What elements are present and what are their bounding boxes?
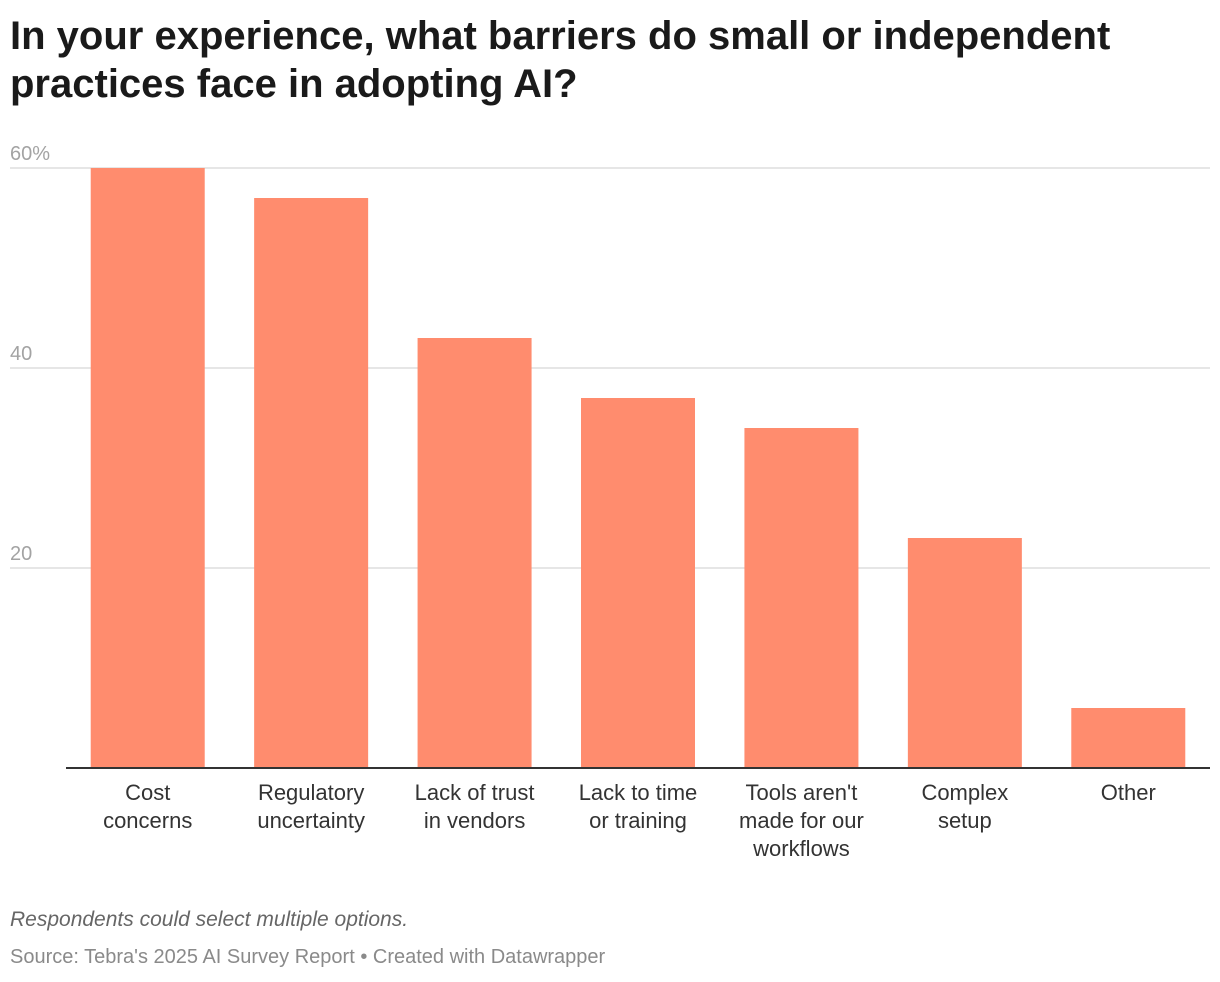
x-tick-label: Lack to time or training xyxy=(579,780,698,833)
bar xyxy=(581,398,695,768)
chart-note: Respondents could select multiple option… xyxy=(10,908,409,931)
bar xyxy=(744,428,859,768)
bar xyxy=(254,198,369,768)
x-tick-label: Lack of trust in vendors xyxy=(415,780,535,833)
y-axis-ticks: 20 40 60% xyxy=(10,143,50,565)
x-tick-label: Regulatory uncertainty xyxy=(257,780,365,833)
x-tick-label: Tools aren't made for our workflows xyxy=(739,780,864,861)
bar xyxy=(417,338,532,768)
y-tick-label: 20 xyxy=(10,543,32,565)
x-axis-labels: Cost concerns Regulatory uncertainty Lack of… xyxy=(103,780,1156,861)
x-tick-label: Cost concerns xyxy=(103,780,192,833)
x-tick-label: Other xyxy=(1101,780,1156,805)
chart-title: In your experience, what barriers do sma… xyxy=(10,14,1111,106)
bar-chart: 20 40 60% Cost concerns Regulatory uncertaint… xyxy=(10,143,1210,861)
y-tick-label: 40 xyxy=(10,343,32,365)
chart-source: Source: Tebra's 2025 AI Survey Report • … xyxy=(10,946,606,968)
bar xyxy=(90,168,205,768)
x-tick-label: Complex setup xyxy=(921,780,1008,833)
bar xyxy=(1071,708,1186,768)
y-tick-label: 60% xyxy=(10,143,50,165)
bars xyxy=(90,168,1186,768)
bar xyxy=(907,538,1022,768)
